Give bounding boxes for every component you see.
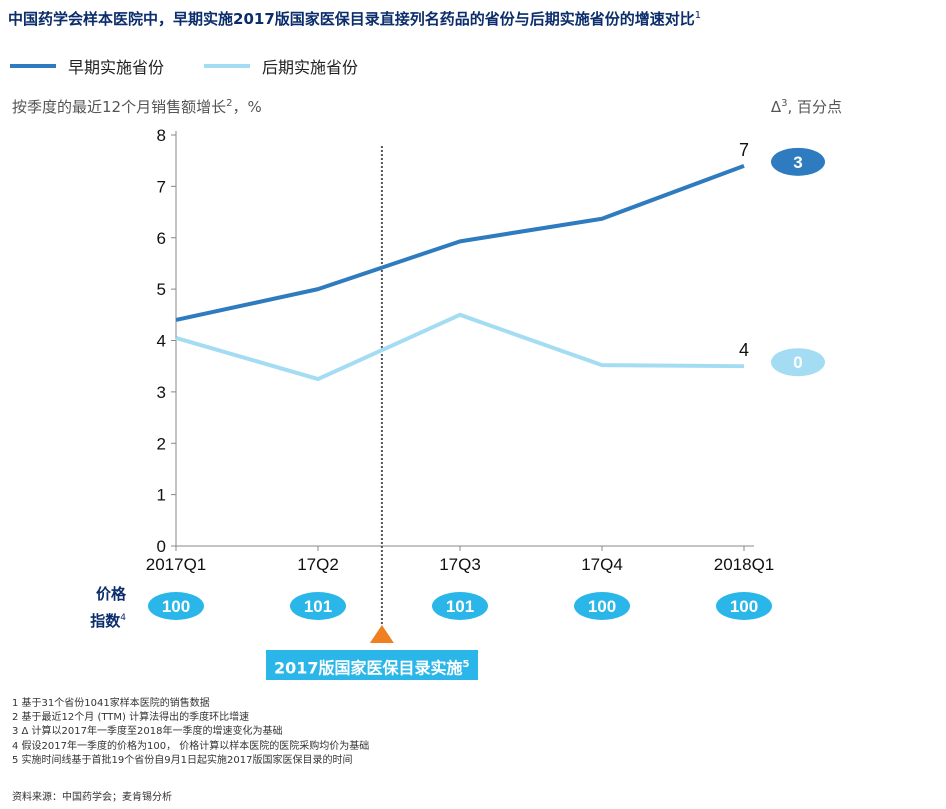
y-tick-label: 8	[157, 126, 166, 145]
legend-label-early: 早期实施省份	[68, 58, 165, 77]
footnote-1: 1 基于31个省份1041家样本医院的销售数据	[12, 698, 210, 709]
legend-item-late: 后期实施省份	[204, 54, 358, 78]
x-tick-label: 2017Q1	[146, 555, 207, 574]
price-index-value: 100	[162, 597, 190, 616]
series-line-early	[175, 163, 745, 322]
chart-title: 中国药学会样本医院中，早期实施2017版国家医保目录直接列名药品的省份与后期实施…	[8, 10, 702, 28]
x-tick-label: 17Q2	[297, 555, 339, 574]
end-label-early: 7	[739, 140, 749, 160]
implementation-marker	[369, 625, 394, 643]
price-index-value: 100	[588, 597, 616, 616]
source-note: 资料来源：中国药学会；麦肯锡分析	[12, 792, 172, 803]
delta-value-late: 0	[793, 353, 802, 372]
y-tick-label: 1	[157, 486, 166, 505]
y-tick-label: 7	[157, 177, 166, 196]
price-index-bubble	[716, 592, 772, 620]
x-tick-label: 2018Q1	[714, 555, 775, 574]
footnote-3: 3 Δ 计算以2017年一季度至2018年一季度的增速变化为基础	[12, 726, 283, 738]
legend-item-early: 早期实施省份	[10, 54, 164, 78]
price-index-bubble	[574, 592, 630, 620]
legend-swatch-late	[204, 64, 251, 68]
y-tick-label: 6	[157, 229, 166, 248]
footnote-2: 2 基于最近12个月 (TTM) 计算法得出的季度环比增速	[12, 712, 250, 724]
x-tick-label: 17Q4	[581, 555, 623, 574]
price-index-bubble	[290, 592, 346, 620]
x-tick-label: 17Q3	[439, 555, 481, 574]
footnotes: 1 基于31个省份1041家样本医院的销售数据 2 基于最近12个月 (TTM)…	[12, 697, 369, 768]
y-tick-label: 0	[157, 537, 166, 556]
series-line-late	[175, 312, 745, 382]
price-index-label: 价格 指数4	[90, 585, 126, 630]
y-axis-label: 按季度的最近12个月销售额增长2，%	[12, 98, 262, 116]
price-index-bubble	[432, 592, 488, 620]
footnote-5: 5 实施时间线基于首批19个省份自9月1日起实施2017版国家医保目录的时间	[12, 754, 353, 766]
price-index-value: 100	[730, 597, 758, 616]
y-tick-label: 2	[157, 434, 166, 453]
implementation-label: 2017版国家医保目录实施5	[266, 650, 478, 680]
y-tick-label: 3	[157, 383, 166, 402]
price-index-value: 101	[446, 597, 474, 616]
legend-swatch-early	[10, 64, 56, 68]
y-tick-label: 4	[157, 332, 166, 351]
legend-label-late: 后期实施省份	[262, 58, 359, 77]
y-tick-label: 5	[157, 280, 166, 299]
delta-value-early: 3	[793, 153, 802, 172]
delta-label: Δ3, 百分点	[770, 98, 842, 116]
footnote-4: 4 假设2017年一季度的价格为100， 价格计算以样本医院的医院采购均价为基础	[12, 740, 370, 752]
price-index-bubble	[148, 592, 204, 620]
end-label-late: 4	[739, 340, 749, 360]
delta-bubble-late	[771, 348, 825, 377]
delta-bubble-early	[771, 147, 825, 176]
legend: 早期实施省份 后期实施省份	[10, 54, 398, 78]
price-index-value: 101	[304, 597, 332, 616]
